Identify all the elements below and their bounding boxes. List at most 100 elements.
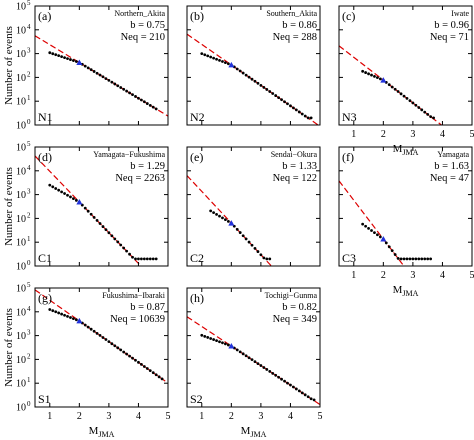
data-point xyxy=(60,312,63,316)
data-point xyxy=(247,75,251,79)
data-point xyxy=(274,373,278,377)
data-point xyxy=(376,76,379,79)
data-point xyxy=(262,256,266,260)
data-point xyxy=(74,198,78,202)
data-point xyxy=(66,57,69,60)
mc-marker xyxy=(380,236,387,242)
y-tick-exponent: 3 xyxy=(27,329,31,337)
data-point xyxy=(294,108,298,112)
data-point xyxy=(101,336,105,339)
data-point xyxy=(393,87,397,91)
x-tick-label: 1 xyxy=(199,411,204,422)
data-point xyxy=(122,87,126,91)
x-tick-label: 5 xyxy=(166,411,171,422)
y-tick-exponent: 2 xyxy=(27,70,31,78)
data-point xyxy=(125,89,129,93)
data-point xyxy=(238,69,242,73)
b-value: b = 0.75 xyxy=(130,20,165,31)
y-tick-label: 10 xyxy=(16,121,26,132)
data-point xyxy=(306,395,310,399)
data-point xyxy=(426,257,430,261)
data-point xyxy=(218,214,221,218)
data-point xyxy=(125,352,129,356)
data-point xyxy=(274,94,278,97)
data-point xyxy=(265,88,269,91)
data-point xyxy=(107,78,111,82)
data-point xyxy=(151,371,155,375)
data-point xyxy=(268,257,272,261)
data-point xyxy=(72,197,75,201)
data-point xyxy=(209,337,213,340)
data-point xyxy=(134,95,137,98)
data-point xyxy=(283,379,286,383)
region-name: Tochigi−Gunma xyxy=(265,291,318,300)
data-point xyxy=(154,373,158,377)
data-point xyxy=(101,75,105,79)
y-tick-label: 10 xyxy=(16,166,26,177)
data-point xyxy=(390,85,394,89)
data-point xyxy=(402,94,406,98)
neq-value: Neq = 10639 xyxy=(110,314,165,325)
data-point xyxy=(54,310,58,314)
data-point xyxy=(256,250,260,253)
gr-fit-line xyxy=(35,35,168,117)
y-tick-label: 10 xyxy=(16,2,26,13)
data-point xyxy=(280,377,283,381)
data-point xyxy=(160,377,164,381)
panel-frame xyxy=(338,146,473,267)
x-tick-label: 1 xyxy=(47,411,52,422)
data-point xyxy=(86,66,90,70)
data-point xyxy=(66,193,69,197)
data-point xyxy=(297,389,301,393)
y-tick-exponent: 5 xyxy=(27,0,31,7)
data-point xyxy=(206,336,210,339)
data-point xyxy=(119,243,123,247)
panel-frame xyxy=(34,5,169,126)
x-axis-label: MJMA xyxy=(393,284,419,298)
data-point xyxy=(86,325,90,329)
panel-frame xyxy=(186,287,321,408)
data-point xyxy=(221,341,224,345)
b-value: b = 1.33 xyxy=(282,161,317,172)
data-point xyxy=(92,215,96,219)
data-points xyxy=(361,69,435,120)
x-axis-label-main: M xyxy=(89,425,99,437)
data-point xyxy=(98,222,102,225)
y-axis-label: Number of events xyxy=(3,167,15,246)
y-tick-exponent: 3 xyxy=(27,47,31,55)
data-point xyxy=(224,342,227,346)
region-name: Sendai−Okura xyxy=(271,150,318,159)
data-point xyxy=(98,73,102,77)
panel-letter: (f) xyxy=(342,150,354,164)
y-tick-label: 10 xyxy=(16,355,26,366)
data-point xyxy=(145,367,149,370)
data-point xyxy=(364,71,367,74)
data-point xyxy=(74,318,78,322)
data-point xyxy=(98,334,102,337)
mc-marker xyxy=(76,59,83,66)
data-point xyxy=(215,57,218,61)
y-tick-exponent: 0 xyxy=(27,118,31,126)
data-point xyxy=(432,116,435,120)
data-point xyxy=(57,54,61,58)
data-point xyxy=(226,62,230,66)
x-axis-label-main: M xyxy=(241,425,251,437)
data-point xyxy=(361,222,365,226)
data-point xyxy=(107,340,111,344)
data-point xyxy=(429,115,433,119)
data-point xyxy=(89,68,93,72)
data-points xyxy=(361,222,433,261)
x-tick-label: 5 xyxy=(470,270,474,281)
y-axis-label: Number of events xyxy=(3,26,15,105)
data-point xyxy=(209,55,213,59)
x-tick-label: 1 xyxy=(351,129,356,140)
data-point xyxy=(226,219,230,223)
data-point xyxy=(140,257,143,261)
data-point xyxy=(134,358,137,362)
data-point xyxy=(151,257,155,261)
data-point xyxy=(215,339,218,343)
x-tick-label: 4 xyxy=(440,270,445,281)
data-point xyxy=(271,92,275,95)
